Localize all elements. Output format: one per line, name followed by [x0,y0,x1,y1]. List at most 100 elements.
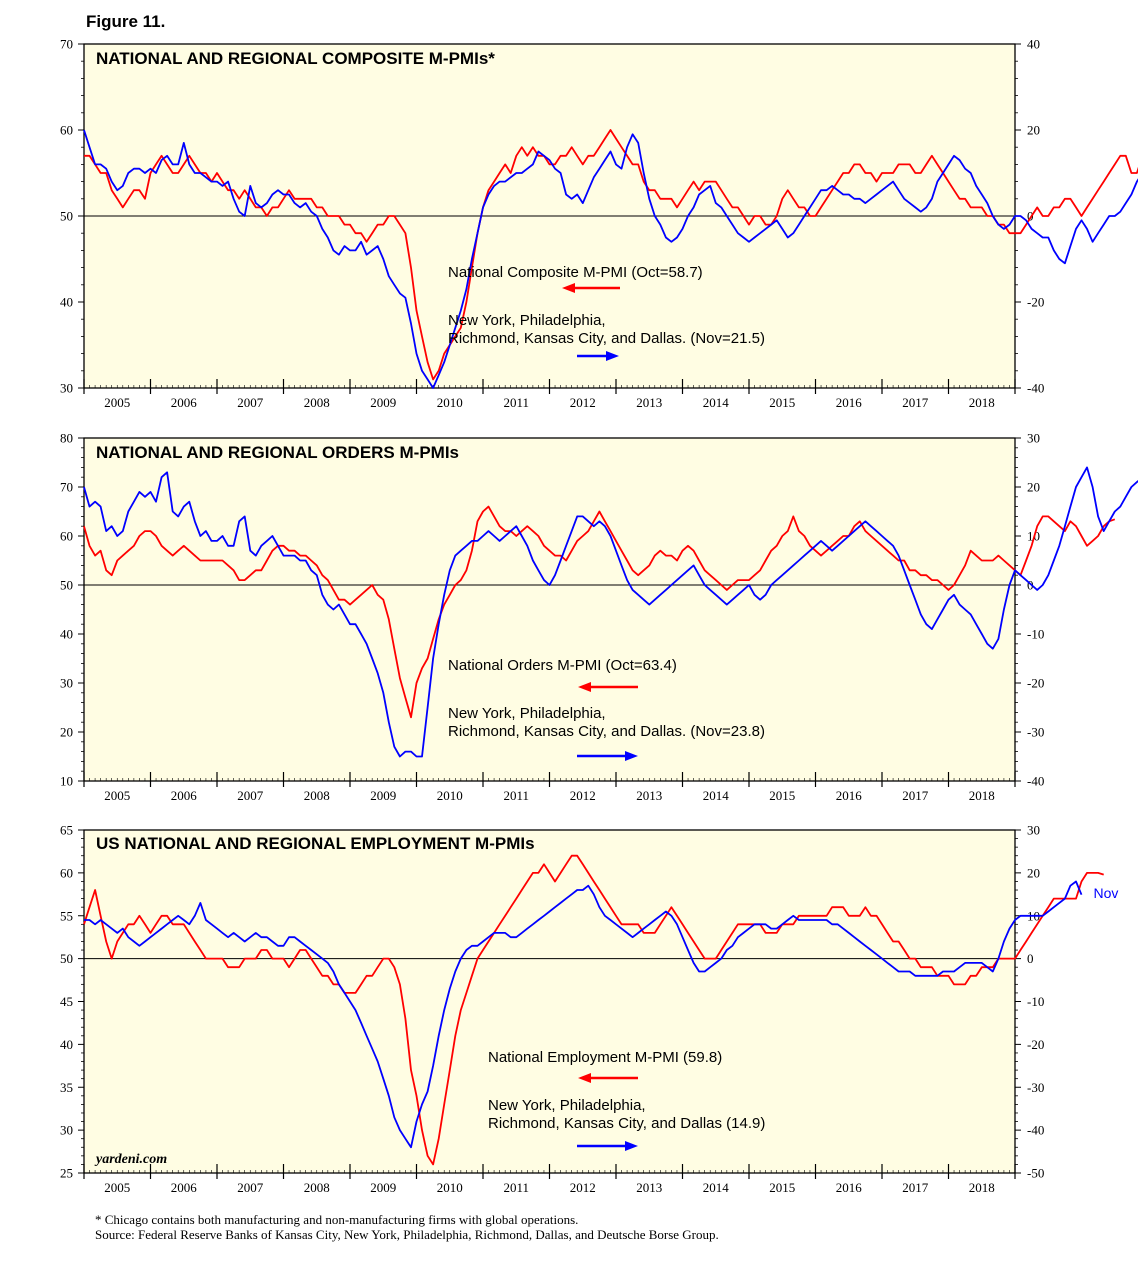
x-tick-label: 2017 [902,788,929,803]
regional-series-line [83,466,1138,758]
right-tick-label: 20 [1027,865,1040,880]
x-tick-label: 2018 [969,788,995,803]
left-tick-label: 35 [60,1080,73,1095]
x-tick-label: 2013 [636,1180,662,1195]
x-tick-label: 2016 [836,395,863,410]
x-tick-label: 2014 [703,395,730,410]
right-tick-label: -20 [1027,1037,1044,1052]
left-tick-label: 65 [60,823,73,838]
national-arrow-head [578,1073,591,1083]
right-tick-label: -10 [1027,994,1044,1009]
figure-label: Figure 11. [86,12,166,31]
x-tick-label: 2012 [570,1180,596,1195]
regional-arrow-head [625,1141,638,1151]
left-tick-label: 60 [60,529,73,544]
x-tick-label: 2014 [703,1180,730,1195]
national-arrow-head [562,283,575,293]
left-tick-label: 40 [60,295,73,310]
left-tick-label: 40 [60,627,73,642]
x-tick-label: 2016 [836,1180,863,1195]
x-tick-label: 2008 [304,395,330,410]
left-tick-label: 25 [60,1166,73,1181]
regional-legend-label-line1: New York, Philadelphia, [488,1097,646,1114]
x-tick-label: 2005 [104,395,130,410]
left-tick-label: 60 [60,123,73,138]
chart-panel-3: 253035404550556065-50-40-30-20-100102030… [60,823,1118,1196]
right-tick-label: -40 [1027,774,1044,789]
panel-title: US NATIONAL AND REGIONAL EMPLOYMENT M-PM… [96,834,535,853]
national-legend-label: National Composite M-PMI (Oct=58.7) [448,264,703,281]
x-tick-label: 2005 [104,788,130,803]
x-tick-label: 2015 [769,1180,795,1195]
x-tick-label: 2018 [969,1180,995,1195]
x-tick-label: 2006 [171,395,198,410]
right-tick-label: -20 [1027,295,1044,310]
footnote: * Chicago contains both manufacturing an… [95,1212,719,1242]
right-tick-label: 30 [1027,823,1040,838]
x-tick-label: 2010 [437,395,463,410]
left-tick-label: 50 [60,209,73,224]
x-tick-label: 2016 [836,788,863,803]
x-tick-label: 2010 [437,1180,463,1195]
right-tick-label: 20 [1027,480,1040,495]
x-tick-label: 2013 [636,395,662,410]
right-tick-label: -40 [1027,381,1044,396]
right-tick-label: 0 [1027,951,1034,966]
x-tick-label: 2012 [570,395,596,410]
regional-arrow-head [606,351,619,361]
panel-title: NATIONAL AND REGIONAL ORDERS M-PMIs [96,443,459,462]
x-tick-label: 2007 [237,1180,264,1195]
left-tick-label: 50 [60,578,73,593]
x-tick-label: 2007 [237,788,264,803]
chart-panel-1: 30 40 50 60 70 -40 -20 0 20 40 2005 2006 2007 2008 200… [60,37,1138,410]
regional-legend-label-line1: New York, Philadelphia, [448,312,606,329]
right-tick-label: 0 [1027,209,1034,224]
x-tick-label: 2008 [304,1180,330,1195]
x-tick-label: 2009 [370,1180,396,1195]
national-legend-label: National Employment M-PMI (59.8) [488,1049,722,1066]
x-tick-label: 2013 [636,788,662,803]
national-legend-label: National Orders M-PMI (Oct=63.4) [448,657,677,674]
x-tick-label: 2014 [703,788,730,803]
regional-legend-label-line2: Richmond, Kansas City, and Dallas. (Nov=… [448,330,765,347]
x-tick-label: 2009 [370,788,396,803]
regional-legend-label-line2: Richmond, Kansas City, and Dallas (14.9) [488,1115,765,1132]
x-tick-label: 2015 [769,395,795,410]
x-tick-label: 2006 [171,1180,198,1195]
left-tick-label: 70 [60,37,73,52]
x-tick-label: 2018 [969,395,995,410]
left-tick-label: 50 [60,951,73,966]
right-tick-label: -40 [1027,1123,1044,1138]
right-tick-label: -30 [1027,1080,1044,1095]
x-tick-label: 2017 [902,1180,929,1195]
left-tick-label: 10 [60,774,73,789]
regional-arrow-head [625,751,638,761]
left-tick-label: 70 [60,480,73,495]
x-tick-label: 2008 [304,788,330,803]
regional-series-line [84,880,1083,1149]
x-tick-label: 2010 [437,788,463,803]
footnote-line-2: Source: Federal Reserve Banks of Kansas … [95,1227,719,1242]
x-tick-label: 2007 [237,395,264,410]
plot-area [83,437,1016,782]
left-tick-label: 80 [60,431,73,446]
left-tick-label: 30 [60,1123,73,1138]
x-tick-label: 2017 [902,395,929,410]
left-tick-label: 30 [60,381,73,396]
left-tick-label: 60 [60,865,73,880]
x-tick-label: 2011 [503,395,529,410]
right-tick-label: -50 [1027,1166,1044,1181]
national-arrow-head [578,682,591,692]
panel-title: NATIONAL AND REGIONAL COMPOSITE M-PMIs* [96,49,495,68]
left-tick-label: 40 [60,1037,73,1052]
footnote-line-1: * Chicago contains both manufacturing an… [95,1212,579,1227]
regional-series-line [83,129,1138,389]
x-tick-label: 2011 [503,788,529,803]
left-tick-label: 45 [60,994,73,1009]
regional-legend-label-line1: New York, Philadelphia, [448,705,606,722]
x-tick-label: 2011 [503,1180,529,1195]
regional-legend-label-line2: Richmond, Kansas City, and Dallas. (Nov=… [448,723,765,740]
x-tick-label: 2012 [570,788,596,803]
